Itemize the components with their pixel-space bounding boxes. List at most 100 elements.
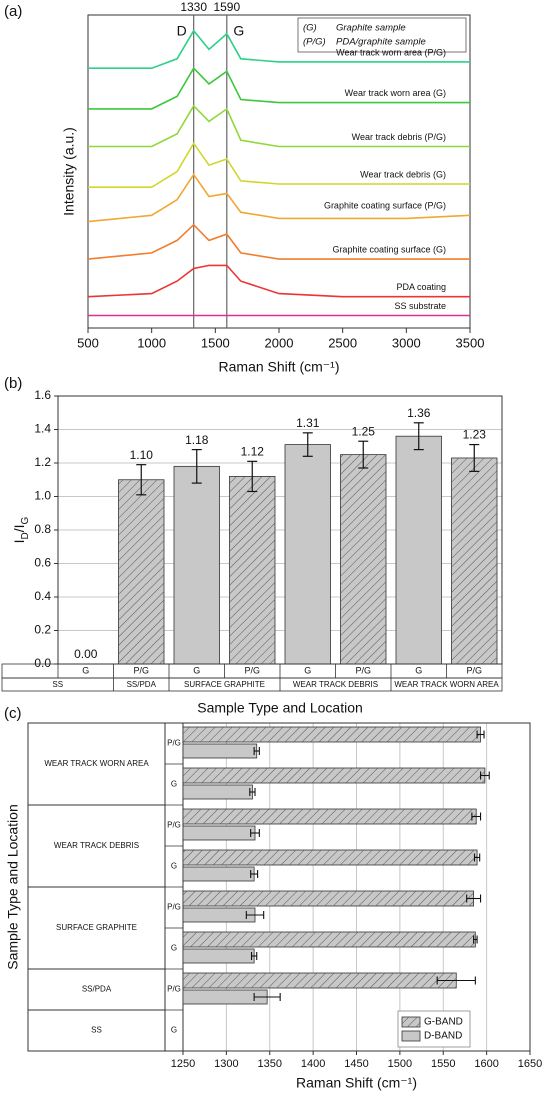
category-label: G — [171, 1026, 177, 1035]
legend-label: G-BAND — [424, 1017, 463, 1028]
x-tick-label: 1250 — [171, 1058, 195, 1070]
y-axis-label: ID/IG — [11, 516, 31, 543]
x-tick-label: 500 — [77, 335, 99, 350]
note-key: (P/G) — [303, 37, 326, 48]
group-label: SS/PDA — [127, 680, 157, 689]
bar-hatch — [183, 850, 478, 865]
x-tick-label: 2000 — [265, 335, 294, 350]
bar — [182, 948, 255, 964]
x-tick-label: 3000 — [392, 335, 421, 350]
spectrum-line — [88, 29, 470, 69]
x-tick-label: 1000 — [137, 335, 166, 350]
bar — [182, 784, 253, 800]
note-text: PDA/graphite sample — [336, 37, 426, 48]
spectrum-line — [87, 223, 470, 260]
group-label: SURFACE GRAPHITE — [56, 923, 137, 932]
y-tick-label: 0.6 — [34, 556, 51, 570]
value-label: 1.10 — [130, 448, 154, 462]
category-label: G — [82, 665, 89, 675]
x-tick-label: 1500 — [388, 1058, 412, 1070]
bar-hatch — [451, 457, 498, 664]
group-label: WEAR TRACK DEBRIS — [54, 841, 139, 850]
bar — [182, 907, 256, 923]
x-tick-label: 1400 — [301, 1058, 325, 1070]
value-label: 1.36 — [407, 406, 431, 420]
category-label: P/G — [244, 665, 260, 675]
panel-label: (a) — [4, 3, 22, 20]
note-key: (G) — [303, 23, 317, 34]
group-label: SS/PDA — [82, 985, 112, 994]
y-axis-label-part: I — [11, 539, 27, 543]
reference-label: G — [233, 23, 244, 39]
legend-hatch — [402, 1017, 420, 1027]
x-axis-label: Raman Shift (cm⁻¹) — [296, 1075, 417, 1091]
x-axis-label: Raman Shift (cm⁻¹) — [219, 359, 340, 375]
x-tick-label: 1500 — [201, 335, 230, 350]
y-tick-label: 0.2 — [34, 623, 51, 637]
bar-hatch — [183, 768, 485, 783]
legend-swatch — [401, 1030, 421, 1042]
category-label: P/G — [355, 665, 371, 675]
y-tick-label: 0.4 — [34, 589, 51, 603]
category-label: G — [415, 665, 422, 675]
y-axis-label-part: /I — [11, 524, 27, 532]
category-label: P/G — [167, 821, 181, 830]
spectrum-line — [88, 141, 470, 188]
bar — [182, 866, 255, 882]
series-label: Wear track debris (P/G) — [352, 132, 446, 142]
spectrum-line — [87, 264, 470, 298]
category-label: G — [171, 944, 177, 953]
reference-value: 1330 — [180, 0, 207, 14]
series-label: SS substrate — [394, 301, 446, 311]
legend-label: D-BAND — [424, 1031, 462, 1042]
panel-label: (b) — [4, 375, 22, 392]
category-label: P/G — [133, 665, 149, 675]
note-box — [297, 17, 467, 53]
bar — [182, 825, 256, 841]
category-label: G — [171, 780, 177, 789]
bar — [173, 465, 220, 665]
series-label: Wear track worn area (P/G) — [336, 47, 446, 57]
bar — [395, 435, 442, 665]
y-axis-label: Intensity (a.u.) — [61, 127, 77, 216]
series-label: Graphite coating surface (P/G) — [324, 201, 446, 211]
category-label: P/G — [167, 985, 181, 994]
category-label: G — [193, 665, 200, 675]
category-label: P/G — [466, 665, 482, 675]
group-label: SS — [52, 680, 63, 689]
panel-label: (c) — [4, 705, 22, 722]
series-label: Wear track worn area (G) — [345, 88, 446, 98]
x-tick-label: 1350 — [258, 1058, 282, 1070]
value-label: 1.31 — [296, 416, 320, 430]
x-tick-label: 1550 — [431, 1058, 455, 1070]
reference-value: 1590 — [213, 0, 240, 14]
x-tick-label: 1600 — [474, 1058, 498, 1070]
group-label: SS — [91, 1026, 102, 1035]
bar — [284, 444, 331, 665]
x-axis-label: Sample Type and Location — [197, 700, 363, 716]
group-label: WEAR TRACK WORN AREA — [394, 680, 499, 689]
bar-hatch — [183, 973, 457, 988]
y-axis-label: Sample Type and Location — [5, 804, 21, 970]
value-label: 1.12 — [241, 444, 265, 458]
value-label: 1.25 — [352, 424, 376, 438]
bar-hatch — [340, 454, 387, 664]
y-tick-label: 1.4 — [34, 422, 51, 436]
bar-hatch — [118, 479, 165, 664]
y-tick-label: 1.6 — [34, 388, 51, 402]
group-label: WEAR TRACK DEBRIS — [293, 680, 378, 689]
x-tick-label: 1650 — [518, 1058, 542, 1070]
note-text: Graphite sample — [336, 23, 406, 34]
spectrum-line — [88, 66, 470, 110]
value-label: 0.00 — [74, 647, 98, 661]
value-label: 1.23 — [463, 428, 487, 442]
category-label: G — [304, 665, 311, 675]
y-tick-label: 0.0 — [34, 656, 51, 670]
y-tick-label: 1.0 — [34, 489, 51, 503]
category-label: P/G — [167, 739, 181, 748]
series-label: Wear track debris (G) — [360, 169, 446, 179]
x-tick-label: 1450 — [344, 1058, 368, 1070]
category-label: P/G — [167, 903, 181, 912]
group-label: SURFACE GRAPHITE — [184, 680, 265, 689]
